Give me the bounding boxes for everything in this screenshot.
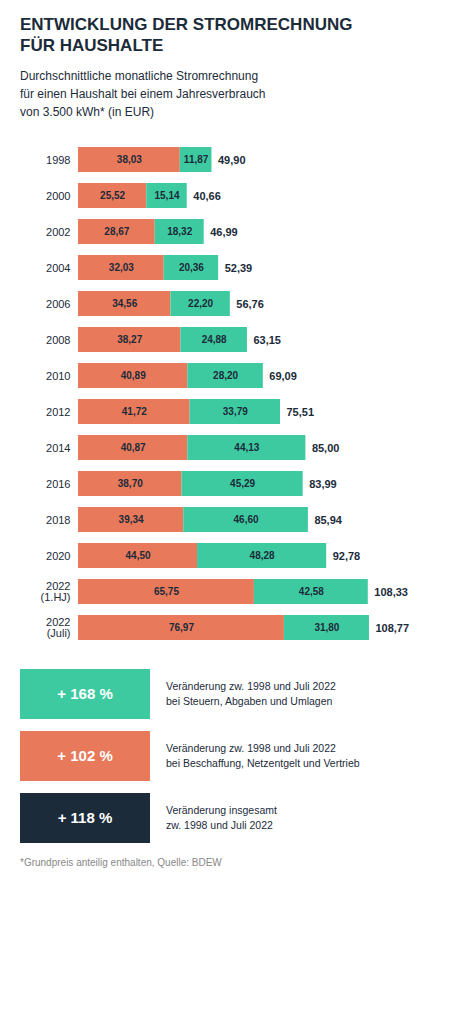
svg-text:85,00: 85,00 [312,441,340,453]
svg-text:38,70: 38,70 [118,478,143,489]
svg-text:41,72: 41,72 [122,406,147,417]
svg-text:85,94: 85,94 [314,513,342,525]
svg-text:32,03: 32,03 [109,262,134,273]
svg-text:20,36: 20,36 [179,262,204,273]
svg-text:52,39: 52,39 [225,261,253,273]
svg-text:2008: 2008 [46,333,70,345]
svg-text:65,75: 65,75 [154,586,179,597]
svg-text:40,89: 40,89 [121,370,146,381]
svg-text:45,29: 45,29 [230,478,255,489]
svg-text:1998: 1998 [46,153,70,165]
html-text:Veränderung zw. 1998 und Juli: Veränderung zw. 1998 und Juli 2022 bei B… [166,741,360,769]
html-text:*Grundpreis anteilig enthalten: *Grundpreis anteilig enthalten, Quelle: … [20,856,222,868]
svg-text:31,80: 31,80 [314,622,339,633]
svg-text:44,13: 44,13 [234,442,259,453]
svg-text:56,76: 56,76 [236,297,264,309]
svg-text:2002: 2002 [46,225,70,237]
html-text:Durchschnittliche monatliche S: Durchschnittliche monatliche Stromrechnu… [20,68,266,119]
svg-text:75,51: 75,51 [286,405,314,417]
svg-text:2022(Juli): 2022(Juli) [46,616,70,639]
svg-text:2012: 2012 [46,405,70,417]
svg-text:2020: 2020 [46,549,70,561]
svg-text:39,34: 39,34 [119,514,144,525]
svg-text:34,56: 34,56 [112,298,137,309]
svg-text:69,09: 69,09 [269,369,297,381]
svg-text:28,20: 28,20 [213,370,238,381]
html-text:+ 168 %: + 168 % [57,685,113,702]
svg-text:24,88: 24,88 [202,334,227,345]
html-text:+ 102 %: + 102 % [57,747,113,764]
svg-text:2010: 2010 [46,369,70,381]
svg-text:76,97: 76,97 [169,622,194,633]
svg-text:46,99: 46,99 [210,225,238,237]
svg-text:83,99: 83,99 [309,477,337,489]
html-text:ENTWICKLUNG DER STROMRECHNUNG: ENTWICKLUNG DER STROMRECHNUNG FÜR HAUSHA… [20,15,353,56]
svg-text:92,78: 92,78 [333,549,361,561]
svg-text:38,27: 38,27 [117,334,142,345]
svg-text:2018: 2018 [46,513,70,525]
svg-text:2006: 2006 [46,297,70,309]
svg-text:49,90: 49,90 [218,153,246,165]
svg-text:2016: 2016 [46,477,70,489]
svg-text:11,87: 11,87 [184,154,209,165]
svg-text:108,77: 108,77 [375,621,409,633]
svg-text:18,32: 18,32 [167,226,192,237]
html-text:+ 118 %: + 118 % [57,809,113,826]
svg-text:108,33: 108,33 [374,585,408,597]
svg-text:25,52: 25,52 [100,190,125,201]
svg-text:28,67: 28,67 [104,226,129,237]
svg-text:46,60: 46,60 [234,514,259,525]
svg-text:2004: 2004 [46,261,70,273]
svg-text:38,03: 38,03 [117,154,142,165]
svg-text:42,58: 42,58 [299,586,324,597]
svg-text:40,66: 40,66 [193,189,221,201]
svg-text:2014: 2014 [46,441,70,453]
svg-text:2022(1.HJ): 2022(1.HJ) [41,580,71,603]
svg-text:63,15: 63,15 [253,333,281,345]
svg-text:22,20: 22,20 [188,298,213,309]
svg-text:40,87: 40,87 [121,442,146,453]
svg-text:44,50: 44,50 [126,550,151,561]
svg-text:15,14: 15,14 [155,190,180,201]
html-text:Veränderung zw. 1998 und Juli: Veränderung zw. 1998 und Juli 2022 bei S… [166,679,336,707]
svg-text:2000: 2000 [46,189,70,201]
html-text:Veränderung insgesamt zw. 1998: Veränderung insgesamt zw. 1998 und Juli … [166,803,277,831]
svg-text:48,28: 48,28 [250,550,275,561]
svg-text:33,79: 33,79 [223,406,248,417]
